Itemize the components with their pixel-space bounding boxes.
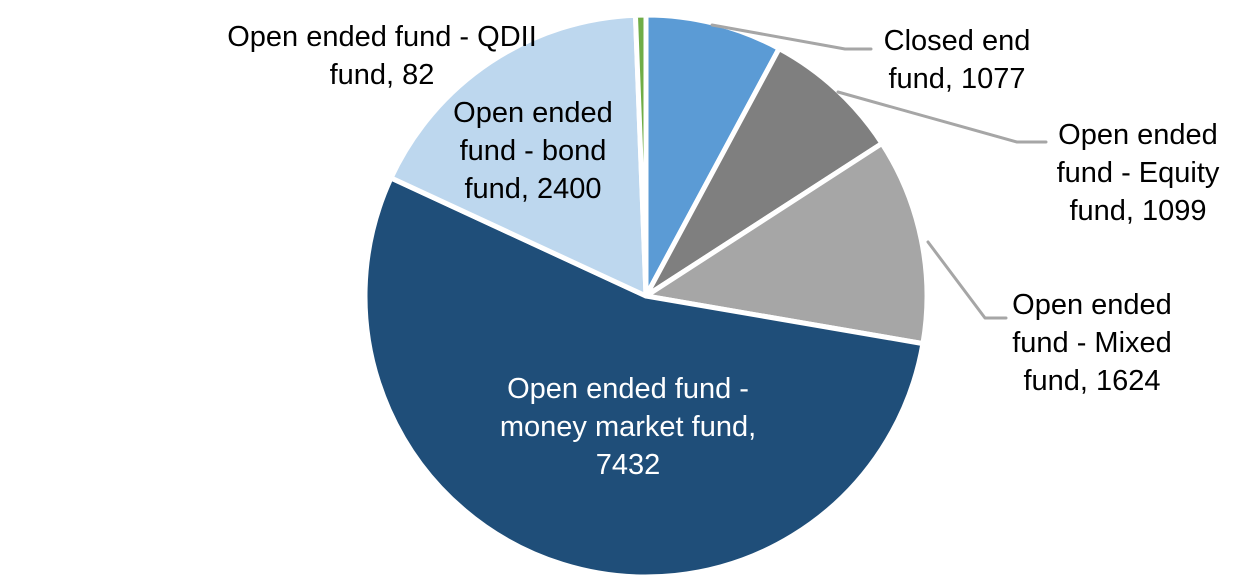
label-line: fund, 1077 — [888, 63, 1026, 95]
label-line: fund, 82 — [329, 59, 435, 91]
label-line: fund - Equity — [1056, 157, 1220, 189]
label-line: fund - bond — [459, 135, 607, 167]
label-line: fund, 1624 — [1023, 365, 1161, 397]
leader-line-closed-end-fund — [710, 23, 873, 51]
pie-slice-equity-fund — [643, 46, 885, 299]
label-money-market-fund: Open ended fund - money market fund, 743… — [500, 370, 756, 484]
label-line: Open ended — [453, 97, 613, 129]
label-qdii-fund: Open ended fund - QDII fund, 82 — [227, 18, 537, 94]
label-equity-fund: Open ended fund - Equity fund, 1099 — [1057, 116, 1220, 230]
pie-slice-money-market-fund — [362, 175, 926, 580]
label-line: Open ended fund - QDII — [227, 21, 537, 53]
label-line: Closed end — [883, 25, 1031, 57]
pie-slice-qdii-fund — [632, 12, 649, 299]
pie-slice-mixed-fund — [643, 140, 930, 347]
leader-line-equity-fund — [836, 90, 1048, 144]
label-bond-fund: Open ended fund - bond fund, 2400 — [453, 94, 613, 208]
label-line: fund - Mixed — [1012, 327, 1172, 359]
label-closed-end-fund: Closed end fund, 1077 — [884, 22, 1031, 98]
label-line: Open ended — [1058, 119, 1218, 151]
label-line: fund, 2400 — [464, 173, 602, 205]
label-line: fund, 1099 — [1069, 195, 1207, 227]
label-line: Open ended fund - — [507, 373, 749, 405]
leader-line-mixed-fund — [926, 240, 1008, 320]
pie-slice-bond-fund — [388, 12, 649, 299]
label-line: Open ended — [1012, 289, 1172, 321]
label-mixed-fund: Open ended fund - Mixed fund, 1624 — [1012, 286, 1172, 400]
label-line: money market fund, — [499, 411, 757, 443]
label-line: 7432 — [595, 449, 661, 481]
pie-slice-closed-end-fund — [643, 12, 782, 299]
